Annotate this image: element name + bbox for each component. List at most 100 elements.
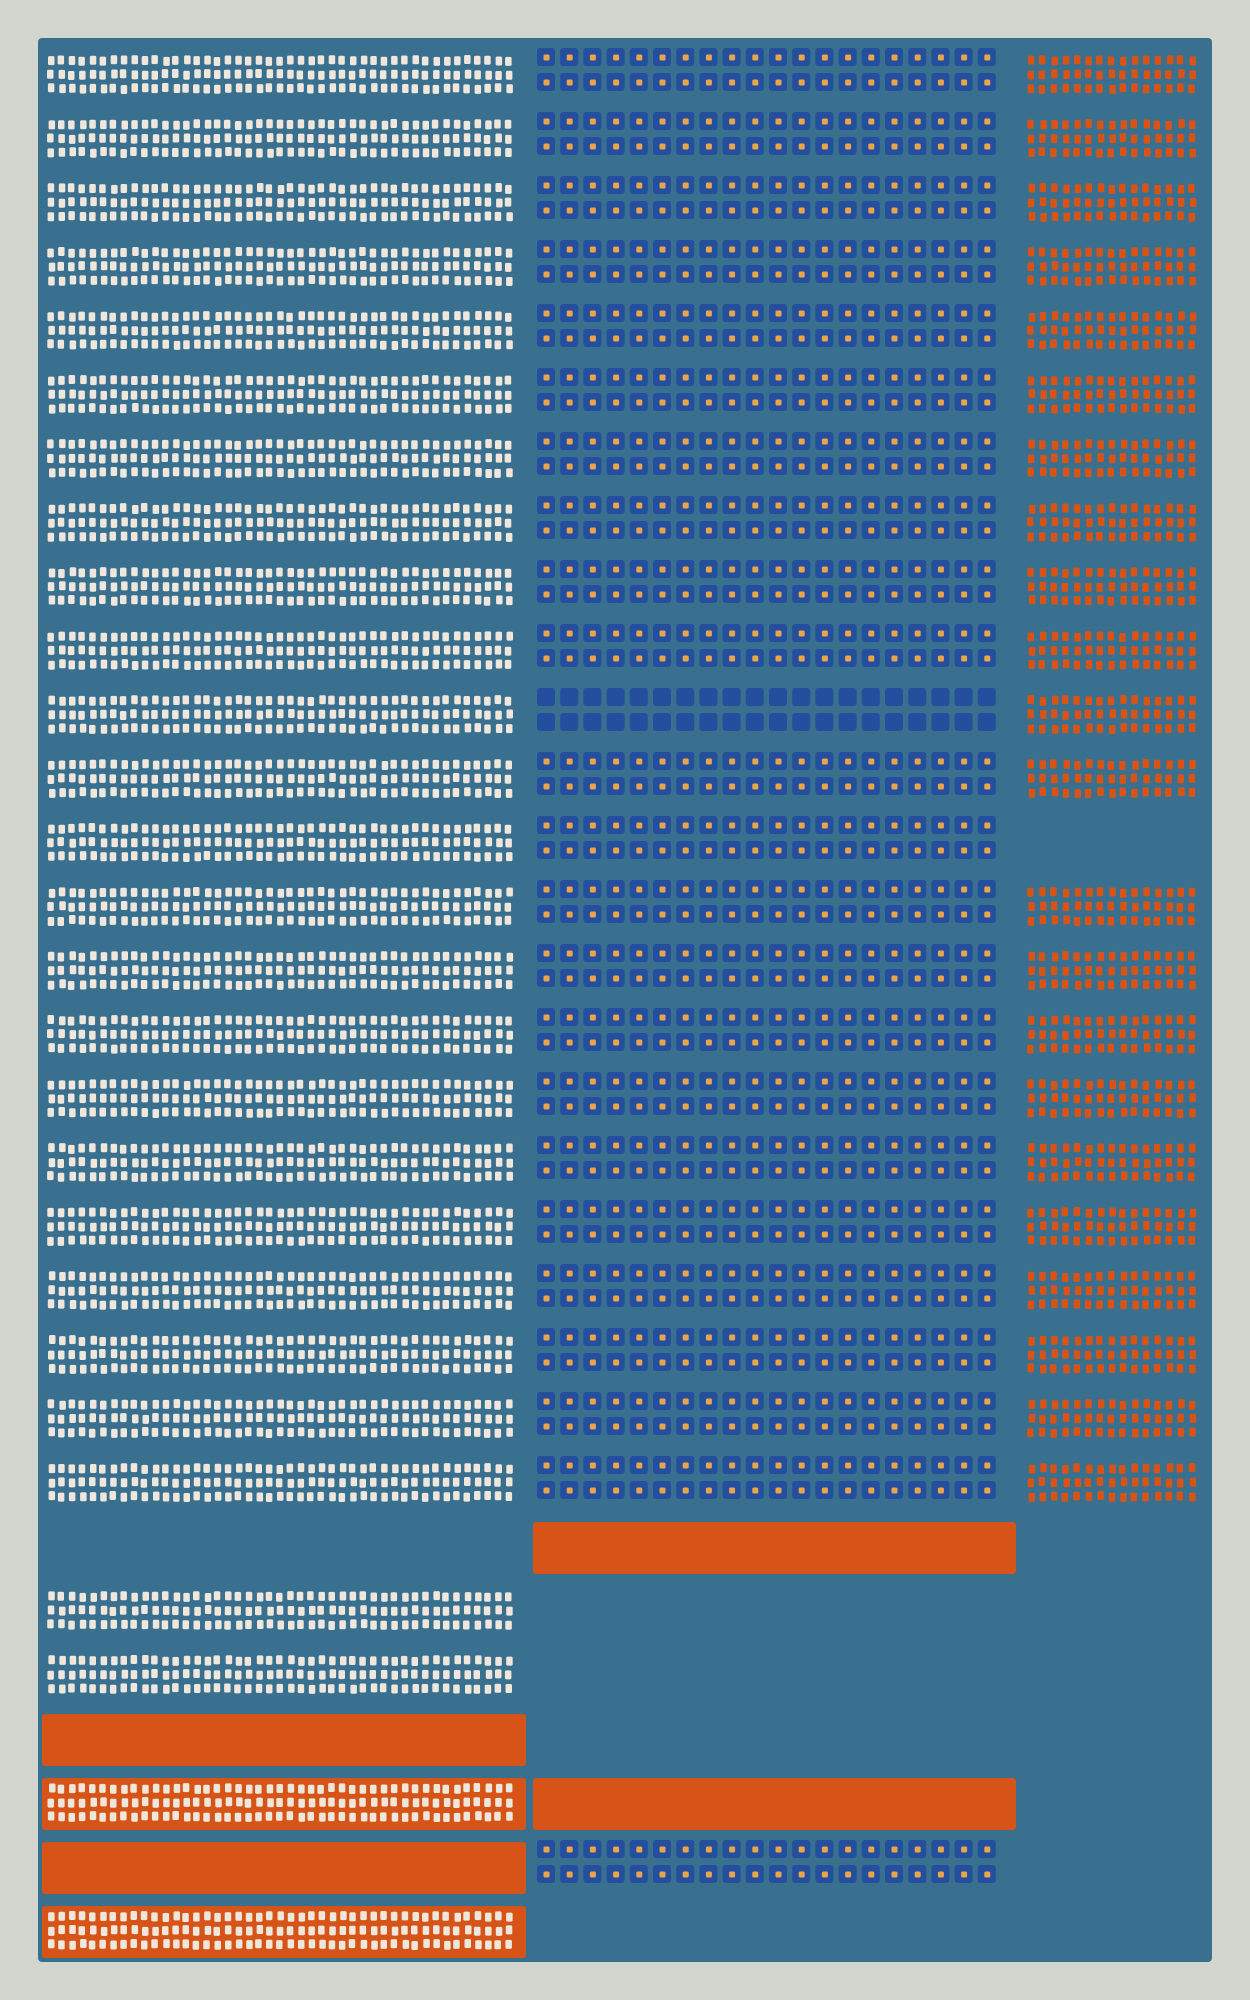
- dot: [132, 1606, 139, 1616]
- dot: [47, 1811, 55, 1821]
- dot: [224, 1812, 231, 1822]
- gold-dot: [752, 271, 759, 278]
- dot: [172, 532, 179, 542]
- gold-dot: [566, 246, 573, 253]
- gold-dot: [543, 630, 550, 637]
- gold-dot: [868, 143, 875, 150]
- dot: [68, 1605, 76, 1615]
- dot: [348, 724, 356, 734]
- dot: [298, 1926, 305, 1936]
- gold-dot: [729, 847, 736, 854]
- dot: [58, 183, 66, 193]
- dot: [328, 532, 336, 542]
- dot: [317, 55, 325, 65]
- dot: [223, 212, 231, 222]
- gold-dot: [682, 847, 689, 854]
- dot: [111, 1044, 118, 1054]
- gold-dot: [914, 822, 921, 829]
- dot: [381, 262, 388, 272]
- dot: [100, 838, 108, 848]
- dot: [422, 1619, 429, 1629]
- dot: [69, 83, 76, 93]
- gold-dot: [961, 438, 968, 445]
- dot: [173, 952, 180, 962]
- dot: [194, 709, 201, 719]
- dot: [463, 1797, 470, 1807]
- gold-dot: [682, 1078, 689, 1085]
- dot: [142, 1669, 149, 1679]
- dot: [318, 70, 325, 80]
- dot: [100, 311, 108, 321]
- dot: [453, 659, 461, 669]
- dot: [381, 1463, 388, 1473]
- gold-dot: [752, 783, 759, 790]
- dot: [463, 1043, 470, 1053]
- dot: [484, 262, 491, 272]
- dot: [203, 979, 210, 989]
- dot: [380, 1669, 388, 1679]
- dot: [203, 695, 210, 705]
- dot: [391, 504, 399, 514]
- gold-dot: [868, 1078, 875, 1085]
- dot: [182, 1620, 189, 1630]
- dot: [213, 1683, 221, 1693]
- dot: [69, 915, 76, 924]
- dot: [444, 1400, 451, 1410]
- dot: [288, 979, 295, 989]
- dot: [329, 376, 336, 386]
- dot: [183, 340, 190, 350]
- dot: [266, 326, 274, 335]
- gold-dot: [798, 566, 805, 573]
- dot: [215, 276, 222, 286]
- dot: [307, 901, 315, 911]
- dot: [224, 133, 232, 143]
- gold-dot: [821, 463, 828, 470]
- dot: [452, 788, 460, 797]
- dot: [89, 632, 96, 642]
- dot: [234, 311, 242, 321]
- dot: [423, 1811, 430, 1821]
- dot: [171, 595, 179, 605]
- dot: [88, 503, 96, 513]
- dot: [224, 1157, 231, 1167]
- dot: [359, 1797, 366, 1807]
- dot: [172, 1656, 179, 1666]
- gold-dot: [729, 527, 736, 534]
- gold-dot: [543, 1078, 550, 1085]
- dot: [287, 198, 295, 208]
- dot: [255, 1464, 262, 1474]
- dot: [100, 532, 107, 542]
- dot: [411, 902, 418, 912]
- dot: [286, 1463, 294, 1473]
- dot: [348, 439, 356, 449]
- dot: [412, 1798, 420, 1808]
- dot: [152, 1477, 159, 1487]
- dot: [370, 454, 377, 464]
- dot: [277, 1336, 284, 1346]
- dot: [235, 1911, 242, 1921]
- gold-dot: [566, 527, 573, 534]
- dot: [213, 1413, 221, 1423]
- dot: [308, 837, 316, 847]
- dot: [48, 824, 55, 834]
- dot: [504, 568, 512, 578]
- dot: [307, 1811, 314, 1821]
- dot: [88, 1940, 96, 1950]
- dot: [47, 1670, 54, 1680]
- dot: [89, 1093, 97, 1103]
- dot: [151, 339, 159, 349]
- dot: [225, 1783, 232, 1793]
- gold-dot: [961, 758, 968, 765]
- dot: [131, 723, 138, 733]
- dot: [475, 788, 482, 798]
- dot: [120, 531, 128, 541]
- dot: [266, 1926, 273, 1936]
- dot: [307, 659, 314, 669]
- dot: [163, 275, 170, 285]
- dot: [58, 467, 66, 477]
- dot: [245, 1029, 252, 1039]
- dot: [256, 1912, 263, 1922]
- dot: [68, 1080, 76, 1090]
- gold-dot: [984, 374, 991, 381]
- dot: [100, 1079, 107, 1089]
